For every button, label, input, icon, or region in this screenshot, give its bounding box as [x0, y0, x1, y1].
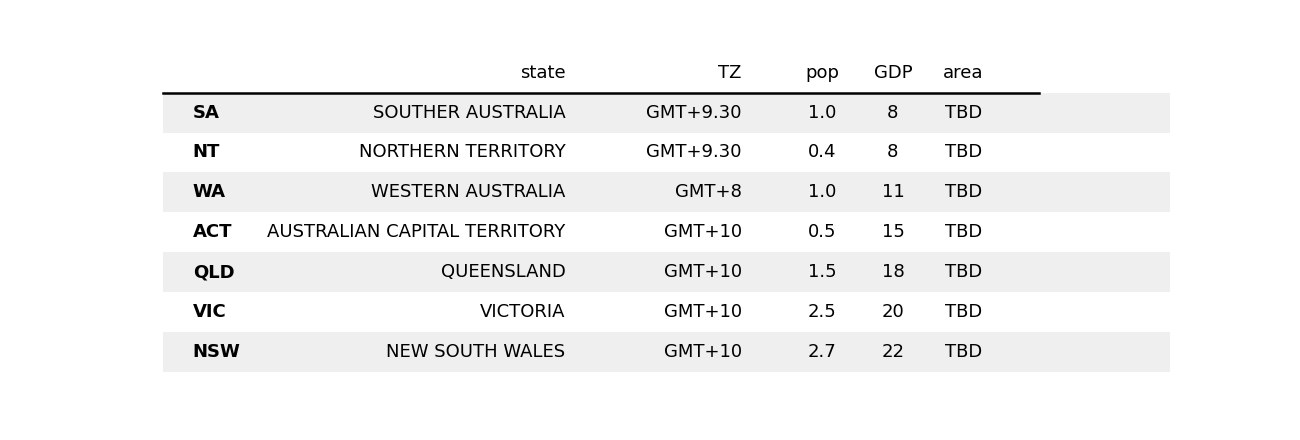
Text: GMT+10: GMT+10	[664, 303, 742, 321]
Text: 1.5: 1.5	[809, 263, 837, 281]
Text: TBD: TBD	[945, 143, 982, 161]
Text: WESTERN AUSTRALIA: WESTERN AUSTRALIA	[370, 183, 566, 202]
Text: 0.4: 0.4	[809, 143, 837, 161]
Bar	[162, 172, 1170, 212]
Text: TBD: TBD	[945, 103, 982, 121]
Text: 20: 20	[881, 303, 905, 321]
Text: SOUTHER AUSTRALIA: SOUTHER AUSTRALIA	[373, 103, 566, 121]
Text: VIC: VIC	[192, 303, 226, 321]
Bar	[162, 132, 1170, 172]
Text: GMT+10: GMT+10	[664, 223, 742, 241]
Text: NEW SOUTH WALES: NEW SOUTH WALES	[386, 343, 566, 361]
Text: NT: NT	[192, 143, 220, 161]
Text: TBD: TBD	[945, 223, 982, 241]
Text: 22: 22	[881, 343, 905, 361]
Bar	[162, 212, 1170, 252]
Text: GMT+8: GMT+8	[675, 183, 742, 202]
Bar	[162, 93, 1170, 132]
Bar	[162, 332, 1170, 372]
Text: QUEENSLAND: QUEENSLAND	[441, 263, 566, 281]
Text: 1.0: 1.0	[809, 183, 837, 202]
Text: 11: 11	[881, 183, 905, 202]
Text: state: state	[520, 64, 566, 82]
Text: 0.5: 0.5	[809, 223, 837, 241]
Text: GDP: GDP	[874, 64, 913, 82]
Text: 2.5: 2.5	[809, 303, 837, 321]
Text: 1.0: 1.0	[809, 103, 837, 121]
Text: 18: 18	[881, 263, 905, 281]
Text: TBD: TBD	[945, 303, 982, 321]
Text: QLD: QLD	[192, 263, 234, 281]
Text: 8: 8	[887, 103, 898, 121]
Bar	[162, 292, 1170, 332]
Text: GMT+9.30: GMT+9.30	[646, 143, 742, 161]
Text: TBD: TBD	[945, 183, 982, 202]
Text: WA: WA	[192, 183, 226, 202]
Text: AUSTRALIAN CAPITAL TERRITORY: AUSTRALIAN CAPITAL TERRITORY	[268, 223, 566, 241]
Text: GMT+10: GMT+10	[664, 343, 742, 361]
Text: area: area	[944, 64, 984, 82]
Text: TBD: TBD	[945, 263, 982, 281]
Text: 15: 15	[881, 223, 905, 241]
Text: SA: SA	[192, 103, 220, 121]
Text: ACT: ACT	[192, 223, 233, 241]
Text: TZ: TZ	[719, 64, 742, 82]
Text: VICTORIA: VICTORIA	[480, 303, 566, 321]
Text: NORTHERN TERRITORY: NORTHERN TERRITORY	[359, 143, 566, 161]
Text: pop: pop	[806, 64, 840, 82]
Text: 2.7: 2.7	[809, 343, 837, 361]
Text: GMT+10: GMT+10	[664, 263, 742, 281]
Bar	[162, 252, 1170, 292]
Text: 8: 8	[887, 143, 898, 161]
Text: GMT+9.30: GMT+9.30	[646, 103, 742, 121]
Text: NSW: NSW	[192, 343, 240, 361]
Text: TBD: TBD	[945, 343, 982, 361]
